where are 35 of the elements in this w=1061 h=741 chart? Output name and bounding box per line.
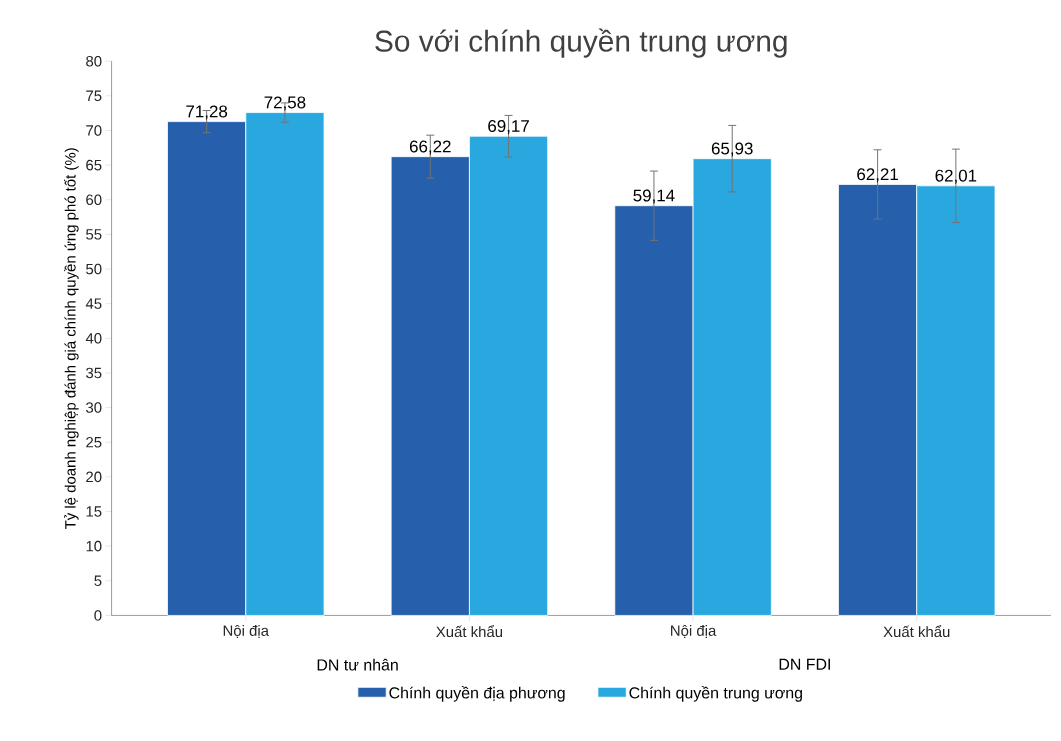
- x-tick-label: Nội địa: [671, 624, 717, 638]
- text: DN tư nhân: [317, 658, 398, 671]
- y-tick-label: 55: [86, 228, 102, 240]
- y-tick-label: 60: [86, 194, 102, 205]
- y-tick-label: 20: [86, 471, 102, 482]
- x-tick-label: Nội địa: [223, 624, 269, 638]
- y-tick-label: 65: [86, 159, 102, 171]
- y-tick-label: 40: [85, 332, 102, 344]
- x-tick-label: Xuất khẩu: [883, 624, 950, 637]
- y-tick-label: 15: [86, 506, 102, 517]
- y-tick-label: 45: [85, 298, 102, 309]
- y-tick-label: 35: [86, 367, 102, 379]
- x-tick-label: Xuất khẩu: [436, 624, 503, 637]
- text: DN FDI: [779, 658, 830, 670]
- y-tick-label: 30: [86, 402, 102, 413]
- y-tick-label: 0: [94, 609, 102, 621]
- y-tick-label: 10: [86, 540, 102, 552]
- legend-label: Chính quyền trung ương: [629, 685, 802, 702]
- data-label: 71,28: [186, 105, 228, 120]
- data-label: 66,22: [409, 140, 451, 155]
- y-tick-label: 75: [86, 90, 102, 101]
- y-tick-label: 80: [86, 55, 102, 67]
- data-label: 72,58: [264, 96, 306, 111]
- y-tick-label: 25: [86, 436, 102, 448]
- y-tick-label: 5: [94, 575, 102, 586]
- data-label: 62,21: [857, 168, 898, 183]
- data-label: 59,14: [633, 189, 675, 204]
- legend-label: Chính quyền địa phương: [389, 685, 565, 702]
- y-tick-label: 70: [86, 124, 102, 136]
- data-label: 62,01: [935, 169, 977, 184]
- chart-title: So với chính quyền trung ương: [375, 28, 787, 58]
- y-tick-label: 50: [86, 263, 102, 275]
- y-axis-title: Tỷ lệ doanh nghiệp đánh giá chính quyền ứng phó tốt (%): [64, 148, 79, 529]
- data-label: 69,17: [488, 119, 529, 134]
- data-label: 65,93: [711, 142, 753, 157]
